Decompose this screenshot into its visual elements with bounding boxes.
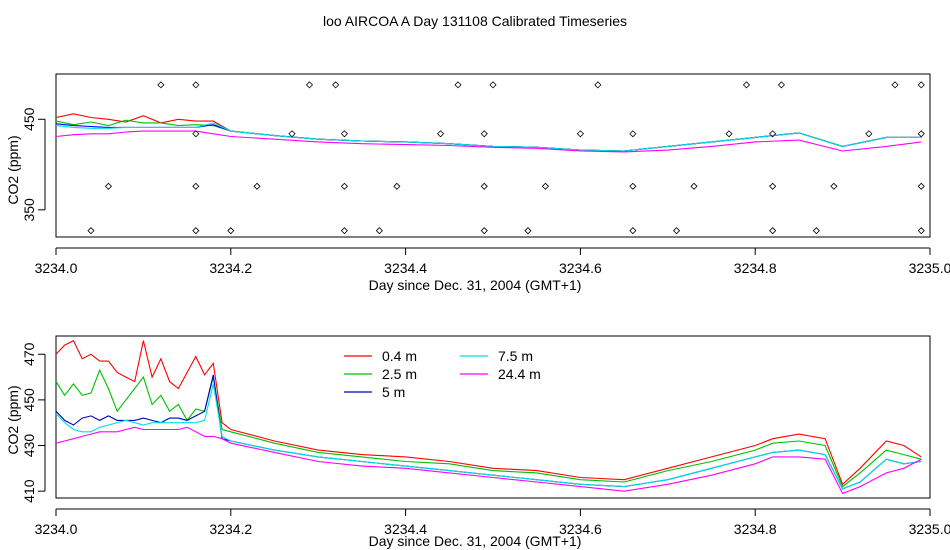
top-markers xyxy=(87,81,925,235)
data-marker xyxy=(480,227,488,235)
data-marker xyxy=(340,227,348,235)
x-tick-label: 3234.0 xyxy=(35,521,78,537)
x-tick-label: 3235.0 xyxy=(909,521,950,537)
data-marker xyxy=(87,227,95,235)
bottom-panel: 3234.0 3234.2 3234.4 3234.6 3234.8 3235.0 410 4… xyxy=(5,335,950,549)
data-marker xyxy=(769,227,777,235)
x-tick-label: 3234.4 xyxy=(384,260,427,276)
data-marker xyxy=(917,130,925,138)
data-marker xyxy=(812,227,820,235)
series-line-24-4-m xyxy=(55,426,922,495)
top-panel: 3234.0 3234.2 3234.4 3234.6 3234.8 3235.0 350 4… xyxy=(5,73,950,293)
chart-title: loo AIRCOA A Day 131108 Calibrated Times… xyxy=(323,13,627,29)
data-marker xyxy=(830,182,838,190)
y-tick-label: 450 xyxy=(21,107,37,131)
data-marker xyxy=(332,81,340,89)
data-marker xyxy=(393,182,401,190)
y-tick-label: 470 xyxy=(21,342,37,366)
data-marker xyxy=(192,227,200,235)
data-marker xyxy=(192,81,200,89)
x-tick-label: 3234.8 xyxy=(734,521,777,537)
data-marker xyxy=(375,227,383,235)
top-series-lines xyxy=(55,113,922,153)
series-line-5 xyxy=(55,130,922,153)
top-axes: 3234.0 3234.2 3234.4 3234.6 3234.8 3235.0 350 4… xyxy=(21,107,950,276)
legend-label: 0.4 m xyxy=(382,348,417,364)
data-marker xyxy=(454,81,462,89)
data-marker xyxy=(865,130,873,138)
y-tick-label: 410 xyxy=(21,479,37,503)
x-tick-label: 3234.2 xyxy=(209,260,252,276)
data-marker xyxy=(288,130,296,138)
data-marker xyxy=(629,130,637,138)
series-line-5-m xyxy=(55,374,922,490)
data-marker xyxy=(480,130,488,138)
data-marker xyxy=(742,81,751,89)
data-marker xyxy=(541,182,550,190)
data-marker xyxy=(192,130,200,138)
data-marker xyxy=(917,81,925,89)
data-marker xyxy=(769,130,777,138)
data-marker xyxy=(192,182,200,190)
legend-label: 24.4 m xyxy=(498,366,541,382)
data-marker xyxy=(917,227,925,235)
data-marker xyxy=(917,182,925,190)
data-marker xyxy=(489,81,497,89)
data-marker xyxy=(594,81,602,89)
x-tick-label: 3234.8 xyxy=(734,260,777,276)
series-line-0-4-m xyxy=(55,339,922,486)
data-marker xyxy=(690,182,698,190)
series-line-7-5-m xyxy=(55,383,922,490)
y-tick-label: 430 xyxy=(21,434,37,458)
data-marker xyxy=(104,182,113,190)
top-x-axis-label: Day since Dec. 31, 2004 (GMT+1) xyxy=(369,277,582,293)
bottom-series-lines xyxy=(55,339,922,495)
bottom-x-axis-label: Day since Dec. 31, 2004 (GMT+1) xyxy=(369,533,582,549)
data-marker xyxy=(253,182,261,190)
data-marker xyxy=(629,182,637,190)
data-marker xyxy=(480,182,488,190)
x-tick-label: 3234.6 xyxy=(559,260,602,276)
y-tick-label: 350 xyxy=(21,198,37,222)
data-marker xyxy=(524,227,532,235)
x-tick-label: 3234.4 xyxy=(384,521,427,537)
legend-label: 7.5 m xyxy=(498,348,533,364)
data-marker xyxy=(157,81,165,89)
x-tick-label: 3234.0 xyxy=(35,260,78,276)
bottom-axes: 3234.0 3234.2 3234.4 3234.6 3234.8 3235.0 410 4… xyxy=(21,342,950,537)
data-marker xyxy=(340,130,348,138)
top-y-axis-label: CO2 (ppm) xyxy=(5,135,21,204)
data-marker xyxy=(340,182,348,190)
data-marker xyxy=(777,81,785,89)
x-tick-label: 3234.6 xyxy=(559,521,602,537)
series-line-1 xyxy=(55,113,922,152)
legend-label: 2.5 m xyxy=(382,366,417,382)
data-marker xyxy=(769,182,777,190)
x-tick-label: 3235.0 xyxy=(909,260,950,276)
series-line-2-5-m xyxy=(55,368,922,488)
bottom-y-axis-label: CO2 (ppm) xyxy=(5,385,21,454)
x-tick-label: 3234.2 xyxy=(209,521,252,537)
series-line-4 xyxy=(55,122,922,152)
data-marker xyxy=(672,227,681,235)
data-marker xyxy=(629,227,637,235)
legend: 0.4 m 2.5 m 5 m 7.5 m 24.4 m xyxy=(344,348,541,400)
data-marker xyxy=(576,130,584,138)
legend-label: 5 m xyxy=(382,384,405,400)
data-marker xyxy=(305,81,314,89)
top-plot-frame xyxy=(55,73,931,238)
data-marker xyxy=(891,81,899,89)
data-marker xyxy=(227,227,235,235)
bottom-plot-frame xyxy=(55,335,931,499)
data-marker xyxy=(725,130,733,138)
y-tick-label: 450 xyxy=(21,388,37,412)
data-marker xyxy=(436,130,445,138)
